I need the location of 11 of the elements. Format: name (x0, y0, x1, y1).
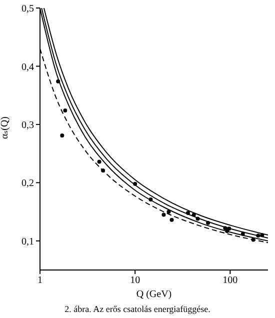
y-tick-label: 0,2 (22, 178, 34, 190)
x-tick-label: 1 (38, 275, 42, 286)
y-tick-label: 0,5 (22, 4, 34, 15)
x-axis-title: Q (GeV) (136, 289, 172, 300)
y-axis-title: αₛ(Q) (0, 116, 11, 139)
x-tick-label: 10 (130, 275, 140, 286)
y-tick-label: 0,3 (22, 120, 34, 131)
y-tick-label: 0,1 (22, 236, 34, 248)
y-tick-label: 0,4 (22, 62, 34, 73)
x-tick-label: 100 (222, 275, 238, 286)
text: 2. ábra. Az erős csatolás energiafüggése. (64, 303, 212, 315)
